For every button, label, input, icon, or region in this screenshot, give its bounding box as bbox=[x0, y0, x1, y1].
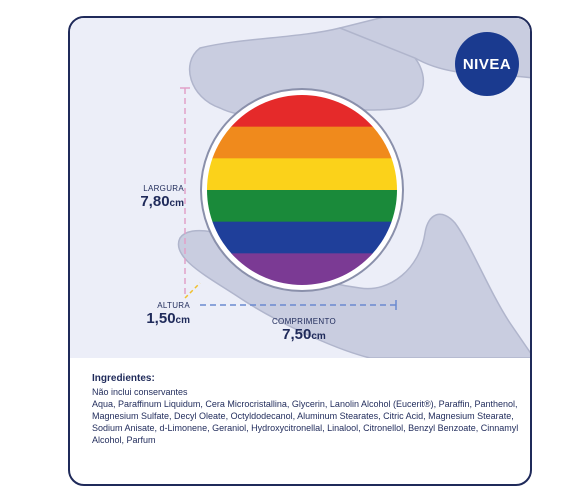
ingredients-section: Ingredientes: Não inclui conservantes Aq… bbox=[92, 373, 522, 446]
flag-stripe bbox=[207, 221, 397, 254]
ingredients-note: Não inclui conservantes bbox=[92, 387, 188, 397]
height-unit: cm bbox=[175, 315, 190, 326]
ingredients-list: Aqua, Paraffinum Liquidum, Cera Microcri… bbox=[92, 399, 519, 445]
height-value: 1,50 bbox=[146, 310, 176, 327]
length-label: COMPRIMENTO bbox=[271, 317, 337, 326]
flag-stripe bbox=[207, 158, 397, 191]
width-value: 7,80 bbox=[140, 193, 170, 210]
hands-holding-tin bbox=[177, 18, 530, 358]
top-hand bbox=[189, 26, 425, 118]
height-dimension: ALTURA 1,50cm bbox=[138, 301, 190, 328]
flag-stripe bbox=[207, 126, 397, 159]
length-value: 7,50 bbox=[282, 326, 312, 343]
ingredients-title: Ingredientes: bbox=[92, 373, 155, 384]
product-illustration: NIVEA LARGURA 7,80cm ALTURA 1,50cm COMPR… bbox=[70, 18, 530, 358]
length-dimension: COMPRIMENTO 7,50cm bbox=[264, 317, 344, 344]
width-label: LARGURA bbox=[143, 184, 184, 193]
logo-text: NIVEA bbox=[462, 55, 512, 73]
width-unit: cm bbox=[169, 198, 184, 209]
rainbow-flag bbox=[207, 95, 397, 285]
width-dimension: LARGURA 7,80cm bbox=[128, 184, 184, 211]
length-unit: cm bbox=[311, 331, 326, 342]
height-label: ALTURA bbox=[157, 301, 190, 310]
nivea-logo: NIVEA bbox=[455, 32, 519, 96]
flag-stripe bbox=[207, 190, 397, 223]
product-card: NIVEA LARGURA 7,80cm ALTURA 1,50cm COMPR… bbox=[68, 16, 532, 486]
